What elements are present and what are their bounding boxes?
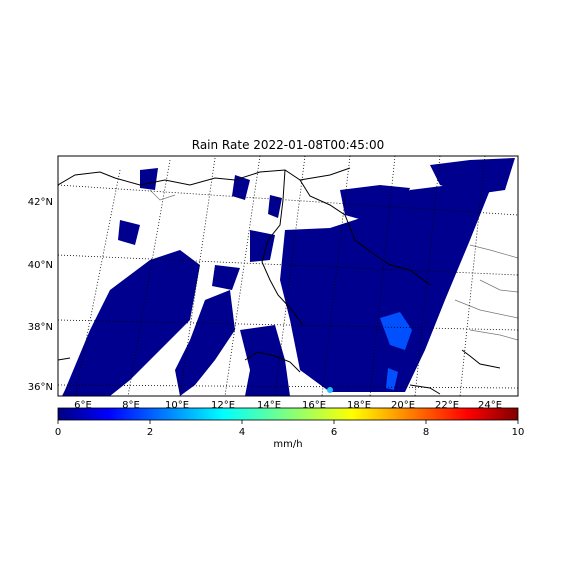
lon-label-12: 12°E [211, 400, 235, 411]
cbar-tick-2: 2 [147, 427, 153, 438]
cbar-tick-10: 10 [512, 427, 525, 438]
lon-label-16: 16°E [302, 400, 326, 411]
lat-labels: 42°N 40°N 38°N 36°N [28, 197, 53, 393]
cbar-tick-0: 0 [55, 427, 61, 438]
lon-label-14: 14°E [257, 400, 281, 411]
lon-label-6: 6°E [74, 400, 92, 411]
lon-label-18: 18°E [347, 400, 371, 411]
rain-cell-high [327, 387, 333, 393]
lon-label-10: 10°E [165, 400, 189, 411]
coastlines [58, 167, 501, 395]
lon-label-8: 8°E [122, 400, 140, 411]
borders [149, 189, 518, 341]
lon-labels: 6°E 8°E 10°E 12°E 14°E 16°E 18°E 20°E 22… [74, 400, 502, 411]
lon-label-22: 22°E [435, 400, 459, 411]
rain-field [62, 158, 515, 396]
rain-field-highlights [380, 312, 412, 390]
lon-label-20: 20°E [391, 400, 415, 411]
lat-label-38: 38°N [28, 322, 53, 333]
colorbar-ticks [57, 420, 519, 424]
graticule [58, 156, 518, 396]
colorbar-tick-labels: 0 2 4 6 8 10 [55, 427, 525, 438]
map-frame [57, 155, 519, 397]
lat-label-42: 42°N [28, 197, 53, 208]
colorbar [57, 407, 519, 421]
cbar-tick-6: 6 [331, 427, 337, 438]
map-title: Rain Rate 2022-01-08T00:45:00 [191, 138, 385, 152]
cbar-tick-4: 4 [239, 427, 245, 438]
lat-label-36: 36°N [28, 382, 53, 393]
lon-label-24: 24°E [478, 400, 502, 411]
lat-label-40: 40°N [28, 260, 53, 271]
cbar-tick-8: 8 [423, 427, 429, 438]
colorbar-unit-label: mm/h [273, 439, 303, 450]
